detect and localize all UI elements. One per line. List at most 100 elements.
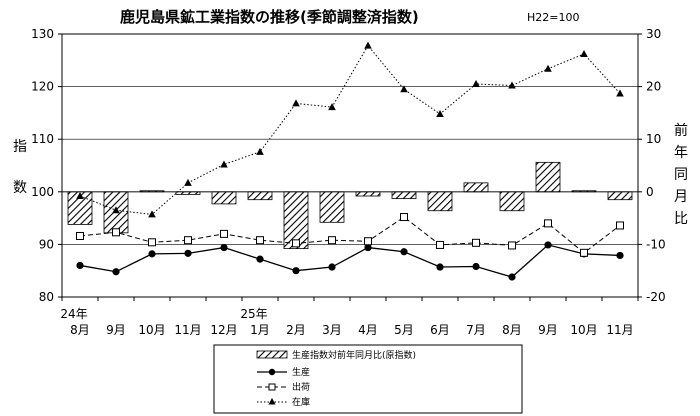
y-left-tick-label: 120 [31,80,54,94]
series-point [292,239,300,248]
x-year-label: 25年 [240,307,267,321]
series-point [472,238,480,247]
series-line [79,44,621,215]
chart-title: 鹿児島県鉱工業指数の推移(季節調整済指数) [120,8,419,26]
series-point [364,41,372,49]
legend-label-inventory: 在庫 [292,396,310,408]
bar [607,191,633,201]
series-point [256,255,264,263]
series-point [148,250,156,258]
y-axis-right-label-char: 比 [674,211,688,227]
y-right-tick-label: 20 [646,80,661,94]
y-right-tick-label: 30 [646,27,661,41]
legend-marker-production [268,368,276,376]
series-point [400,248,408,256]
series-point [256,236,264,245]
y-axis-right-label-char: 年 [674,145,688,161]
series-point [436,109,444,117]
y-axis-left-label-part1: 指 [13,139,27,155]
y-left-tick-label: 90 [39,237,54,251]
x-tick-label: 8月 [502,323,522,337]
bar [463,182,489,193]
x-axis-ticks: 8月 9月 10月 11月 12月 1月 2月 3月 4月 5月 6月 7月 8月 9月 10月 11月 24年… [60,297,639,337]
series-point [220,243,228,252]
y-axis-right-label-char: 同 [674,167,688,183]
series-point [112,228,120,237]
legend-marker-inventory [268,398,276,405]
x-tick-label: 8月 [70,323,90,337]
series-point [508,241,516,250]
x-tick-label: 11月 [606,323,633,337]
bar [211,191,237,205]
series-point [508,273,516,281]
series-point [400,213,408,222]
legend: 生産指数対前年同月比(原指数) 生産 出荷 在庫 [213,344,523,414]
series-point [580,248,588,257]
y-left-tick-label: 110 [31,132,54,146]
series-line [79,244,621,278]
x-tick-label: 9月 [538,323,558,337]
bar [247,191,273,201]
series-point [544,64,552,72]
x-tick-label: 12月 [210,323,237,337]
bar [319,191,345,223]
series-point [184,236,192,245]
legend-label-shipment: 出荷 [292,381,310,393]
series-point [472,262,480,271]
y-right-tick-label: -10 [646,237,666,251]
series-point [508,81,516,89]
x-tick-label: 1月 [250,323,270,337]
legend-bar-swatch [256,350,288,359]
line-series [76,41,624,281]
series-point [112,268,120,276]
y-right-tick-label: 0 [646,185,654,199]
series-line [79,216,621,254]
x-tick-label: 10月 [570,323,597,337]
x-tick-label: 5月 [394,323,414,337]
bar [535,161,561,193]
legend-bar-label: 生産指数対前年同月比(原指数) [292,349,416,361]
x-year-label: 24年 [60,307,87,321]
x-tick-label: 4月 [358,323,378,337]
series-point [616,89,624,97]
x-tick-label: 6月 [430,323,450,337]
bar-series [62,161,638,250]
series-point [112,206,120,214]
bar [499,191,525,212]
series-point [616,221,624,230]
y-axis-right-label: 前年同月比 [674,122,688,227]
series-point [292,267,300,275]
y-left-tick-label: 100 [31,185,54,199]
bar [427,191,453,212]
series-point [472,79,480,87]
y-axis-right-label-char: 前 [674,122,688,139]
y-right-tick-label: 10 [646,132,661,146]
series-point [256,147,264,155]
series-point [328,103,336,111]
series-point [436,240,444,249]
y-right-tick-label: -20 [646,290,666,304]
series-point [184,249,192,257]
y-axis-right-label-char: 月 [674,189,688,205]
bar [355,191,381,197]
y-axis-right-ticks: -20 -10 0 10 20 30 [638,27,666,304]
series-point [148,210,156,218]
series-point [364,243,372,252]
series-point [544,219,552,228]
series-point [220,229,228,238]
legend-label-production: 生産 [292,366,310,378]
series-point [220,160,228,168]
series-point [184,178,192,186]
series-point [328,236,336,245]
x-tick-label: 10月 [138,323,165,337]
legend-marker-shipment [268,383,276,391]
y-left-tick-label: 80 [39,290,54,304]
y-axis-left-ticks: 80 90 100 110 120 130 [31,27,62,304]
x-tick-label: 3月 [322,323,342,337]
series-point [76,261,84,270]
x-tick-label: 7月 [466,323,486,337]
series-point [364,237,372,246]
series-point [328,263,336,271]
series-point [400,85,408,93]
